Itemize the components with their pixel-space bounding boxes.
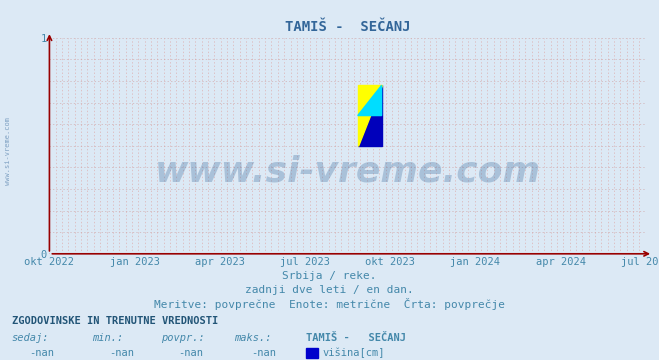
Text: ZGODOVINSKE IN TRENUTNE VREDNOSTI: ZGODOVINSKE IN TRENUTNE VREDNOSTI — [12, 316, 218, 326]
Text: višina[cm]: višina[cm] — [322, 347, 385, 358]
Text: -nan: -nan — [179, 348, 204, 358]
Text: -nan: -nan — [109, 348, 134, 358]
Text: Meritve: povprečne  Enote: metrične  Črta: povprečje: Meritve: povprečne Enote: metrične Črta:… — [154, 298, 505, 310]
Title: TAMIŠ -  SEČANJ: TAMIŠ - SEČANJ — [285, 20, 411, 34]
Text: TAMIŠ -   SEČANJ: TAMIŠ - SEČANJ — [306, 333, 407, 343]
Text: sedaj:: sedaj: — [12, 333, 49, 343]
Polygon shape — [358, 85, 382, 116]
Text: Srbija / reke.: Srbija / reke. — [282, 271, 377, 281]
Text: -nan: -nan — [251, 348, 276, 358]
Text: -nan: -nan — [29, 348, 54, 358]
Text: min.:: min.: — [92, 333, 123, 343]
Polygon shape — [358, 85, 382, 146]
Text: zadnji dve leti / en dan.: zadnji dve leti / en dan. — [245, 285, 414, 296]
Text: www.si-vreme.com: www.si-vreme.com — [5, 117, 11, 185]
Polygon shape — [358, 85, 382, 146]
Text: www.si-vreme.com: www.si-vreme.com — [155, 155, 540, 189]
Text: povpr.:: povpr.: — [161, 333, 205, 343]
Text: maks.:: maks.: — [234, 333, 272, 343]
